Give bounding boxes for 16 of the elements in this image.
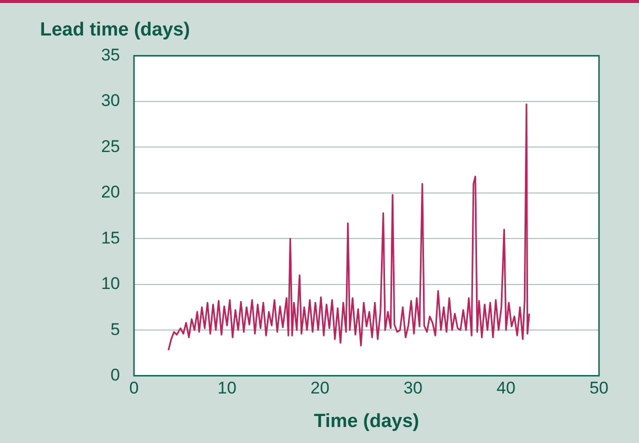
- x-tick-label: 30: [404, 378, 422, 398]
- y-tick-label: 20: [101, 182, 120, 202]
- x-tick-label: 20: [310, 378, 330, 398]
- y-tick-label: 10: [101, 274, 120, 294]
- x-axis-title: Time (days): [314, 410, 420, 432]
- y-axis-title: Lead time (days): [40, 20, 190, 41]
- x-tick-label: 40: [496, 378, 516, 398]
- x-tick-label: 0: [129, 378, 139, 398]
- y-tick-label: 15: [101, 228, 120, 248]
- y-tick-label: 30: [101, 91, 120, 110]
- y-tick-label: 25: [101, 136, 120, 156]
- x-tick-label: 50: [590, 378, 608, 398]
- y-tick-label: 5: [110, 320, 120, 339]
- y-tick-label: 0: [110, 365, 120, 384]
- x-tick-label: 10: [218, 378, 236, 398]
- y-tick-label: 35: [101, 45, 120, 64]
